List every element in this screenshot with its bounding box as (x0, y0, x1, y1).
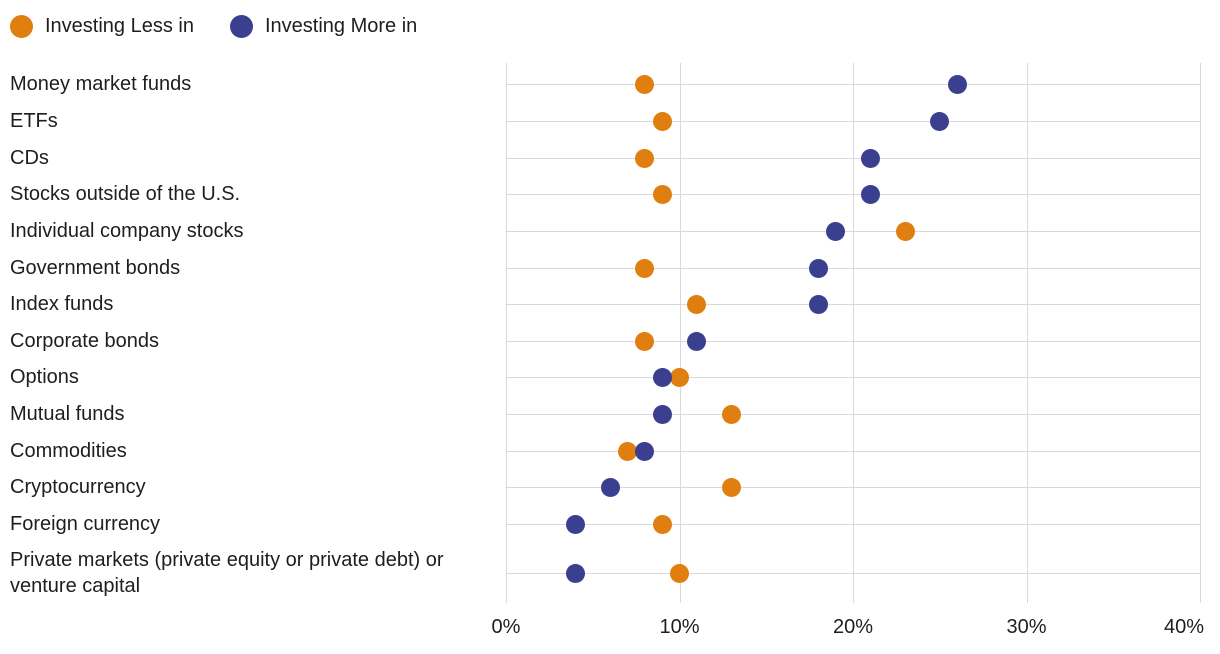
x-tick-label: 10% (659, 616, 700, 638)
category-label: ETFs (10, 110, 58, 132)
data-point-more (860, 184, 880, 204)
data-point-more (687, 331, 707, 351)
data-point-less (617, 441, 637, 461)
data-point-less (670, 367, 689, 387)
data-point-less (895, 221, 915, 241)
data-point-less (722, 404, 742, 424)
category-label: Money market funds (10, 73, 192, 95)
data-point-more (652, 404, 672, 424)
category-label: Government bonds (10, 257, 181, 279)
gridline-vertical (506, 63, 507, 603)
data-point-more (808, 294, 828, 314)
x-tick-label: 0% (491, 616, 521, 638)
data-point-more (947, 74, 967, 94)
gridline-horizontal (506, 231, 1200, 232)
data-point-more (635, 441, 655, 461)
gridline-horizontal (506, 377, 1200, 378)
data-point-less (635, 331, 655, 351)
gridline-horizontal (506, 158, 1200, 159)
category-label: Options (10, 366, 79, 388)
legend-dot-icon (10, 15, 33, 38)
category-label: Mutual funds (10, 403, 125, 425)
gridline-vertical (679, 63, 681, 603)
legend-dot-icon (229, 15, 253, 38)
data-point-less (635, 148, 655, 168)
gridline-horizontal (506, 573, 1200, 574)
data-point-more (652, 367, 672, 387)
x-tick-label: 20% (832, 616, 874, 638)
data-point-more (826, 221, 846, 241)
data-point-more (808, 258, 828, 278)
x-tick-label: 40% (1163, 616, 1204, 638)
gridline-horizontal (506, 414, 1200, 415)
gridline-horizontal (506, 341, 1200, 342)
data-point-more (860, 148, 880, 168)
legend-label: Investing Less in (45, 15, 194, 37)
legend-label: Investing More in (264, 15, 418, 37)
legend: Investing Less in Investing More in (10, 15, 417, 38)
category-label: Corporate bonds (10, 330, 159, 352)
category-label: Foreign currency (10, 513, 161, 535)
legend-item-1: Investing More in (229, 15, 418, 38)
gridline-horizontal (506, 121, 1200, 122)
gridline-horizontal (506, 487, 1200, 488)
legend-item-0: Investing Less in (10, 15, 194, 38)
category-label: Individual company stocks (10, 220, 244, 242)
data-point-less (652, 111, 672, 131)
data-point-more (565, 514, 585, 534)
category-label: Private markets (private equity or priva… (10, 549, 444, 597)
data-point-more (600, 477, 620, 497)
data-point-more (930, 111, 950, 131)
data-point-more (565, 563, 585, 583)
data-point-less (635, 258, 655, 278)
data-point-less (670, 563, 689, 583)
category-label: Cryptocurrency (10, 476, 146, 498)
data-point-less (652, 514, 672, 534)
gridline-horizontal (506, 194, 1200, 195)
gridline-horizontal (506, 524, 1200, 525)
gridline-horizontal (506, 84, 1200, 85)
gridline-vertical (1026, 63, 1028, 603)
gridline-vertical (853, 63, 854, 603)
data-point-less (687, 294, 707, 314)
category-label: CDs (10, 147, 49, 169)
x-tick-label: 30% (1006, 616, 1047, 638)
data-point-less (722, 477, 742, 497)
data-point-less (635, 74, 655, 94)
gridline-horizontal (506, 268, 1200, 269)
category-label: Commodities (10, 440, 127, 462)
gridline-vertical (1200, 63, 1201, 603)
data-point-less (652, 184, 672, 204)
category-label: Stocks outside of the U.S. (10, 183, 241, 205)
gridline-horizontal (506, 451, 1200, 452)
category-label: Index funds (10, 293, 114, 315)
gridline-horizontal (506, 304, 1200, 305)
